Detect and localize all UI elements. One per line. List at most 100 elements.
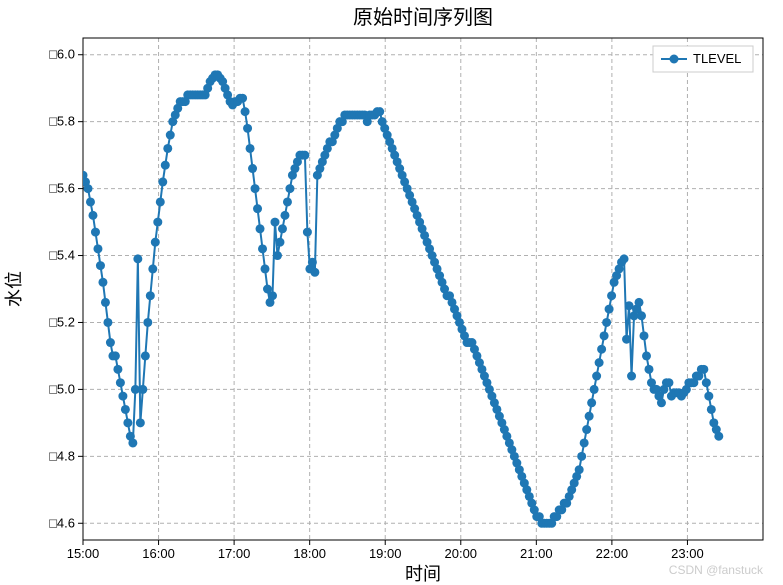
series-marker <box>156 197 165 206</box>
series-marker <box>308 258 317 267</box>
x-tick-label: 23:00 <box>671 546 704 561</box>
series-marker <box>273 251 282 260</box>
series-marker <box>707 405 716 414</box>
series-marker <box>83 184 92 193</box>
series-marker <box>128 438 137 447</box>
x-tick-label: 22:00 <box>596 546 629 561</box>
series-marker <box>714 432 723 441</box>
series-marker <box>592 372 601 381</box>
series-marker <box>275 238 284 247</box>
chart-container: □4.6□4.8□5.0□5.2□5.4□5.6□5.8□6.015:0016:… <box>0 0 783 585</box>
series-marker <box>111 351 120 360</box>
plot-bg <box>83 38 763 540</box>
series-marker <box>91 228 100 237</box>
series-marker <box>86 197 95 206</box>
series-marker <box>642 351 651 360</box>
series-marker <box>635 298 644 307</box>
series-marker <box>118 392 127 401</box>
series-marker <box>251 184 260 193</box>
series-marker <box>88 211 97 220</box>
series-marker <box>605 305 614 314</box>
y-tick-label: □5.4 <box>49 248 75 263</box>
series-marker <box>303 228 312 237</box>
series-marker <box>146 291 155 300</box>
series-marker <box>270 218 279 227</box>
series-marker <box>256 224 265 233</box>
series-marker <box>702 378 711 387</box>
series-marker <box>248 164 257 173</box>
series-marker <box>310 268 319 277</box>
y-tick-label: □5.6 <box>49 181 75 196</box>
y-tick-label: □5.2 <box>49 314 75 329</box>
series-marker <box>699 365 708 374</box>
series-marker <box>93 244 102 253</box>
series-marker <box>640 331 649 340</box>
series-marker <box>283 197 292 206</box>
x-tick-label: 18:00 <box>293 546 326 561</box>
series-marker <box>622 335 631 344</box>
series-marker <box>580 438 589 447</box>
series-marker <box>113 365 122 374</box>
series-marker <box>600 331 609 340</box>
series-marker <box>246 144 255 153</box>
series-marker <box>587 398 596 407</box>
series-marker <box>278 224 287 233</box>
series-marker <box>258 244 267 253</box>
series-marker <box>158 177 167 186</box>
series-marker <box>243 124 252 133</box>
series-marker <box>577 452 586 461</box>
y-tick-label: □5.0 <box>49 381 75 396</box>
series-marker <box>103 318 112 327</box>
legend-marker-icon <box>670 55 679 64</box>
series-marker <box>138 385 147 394</box>
series-marker <box>602 318 611 327</box>
series-marker <box>607 291 616 300</box>
x-tick-label: 21:00 <box>520 546 553 561</box>
series-marker <box>123 418 132 427</box>
series-marker <box>101 298 110 307</box>
series-marker <box>148 264 157 273</box>
series-marker <box>133 254 142 263</box>
series-marker <box>597 345 606 354</box>
series-marker <box>585 412 594 421</box>
x-tick-label: 15:00 <box>67 546 100 561</box>
y-tick-label: □4.6 <box>49 515 75 530</box>
series-marker <box>637 311 646 320</box>
series-marker <box>268 291 277 300</box>
series-marker <box>98 278 107 287</box>
y-tick-label: □5.8 <box>49 114 75 129</box>
x-tick-label: 20:00 <box>445 546 478 561</box>
series-marker <box>595 358 604 367</box>
series-marker <box>575 465 584 474</box>
series-marker <box>241 107 250 116</box>
series-marker <box>375 107 384 116</box>
series-marker <box>136 418 145 427</box>
series-marker <box>285 184 294 193</box>
series-marker <box>121 405 130 414</box>
series-marker <box>300 151 309 160</box>
legend-label: TLEVEL <box>693 51 741 66</box>
series-marker <box>627 372 636 381</box>
y-axis-label: 水位 <box>4 271 24 307</box>
x-tick-label: 17:00 <box>218 546 251 561</box>
x-tick-label: 19:00 <box>369 546 402 561</box>
series-marker <box>166 131 175 140</box>
series-marker <box>143 318 152 327</box>
series-marker <box>253 204 262 213</box>
chart-title: 原始时间序列图 <box>353 6 493 29</box>
series-marker <box>704 392 713 401</box>
y-tick-label: □6.0 <box>49 47 75 62</box>
y-tick-label: □4.8 <box>49 448 75 463</box>
series-marker <box>664 378 673 387</box>
series-marker <box>261 264 270 273</box>
series-marker <box>163 144 172 153</box>
series-marker <box>620 254 629 263</box>
series-marker <box>280 211 289 220</box>
series-marker <box>116 378 125 387</box>
series-marker <box>590 385 599 394</box>
series-marker <box>151 238 160 247</box>
series-marker <box>657 398 666 407</box>
series-marker <box>161 161 170 170</box>
series-marker <box>141 351 150 360</box>
series-marker <box>153 218 162 227</box>
